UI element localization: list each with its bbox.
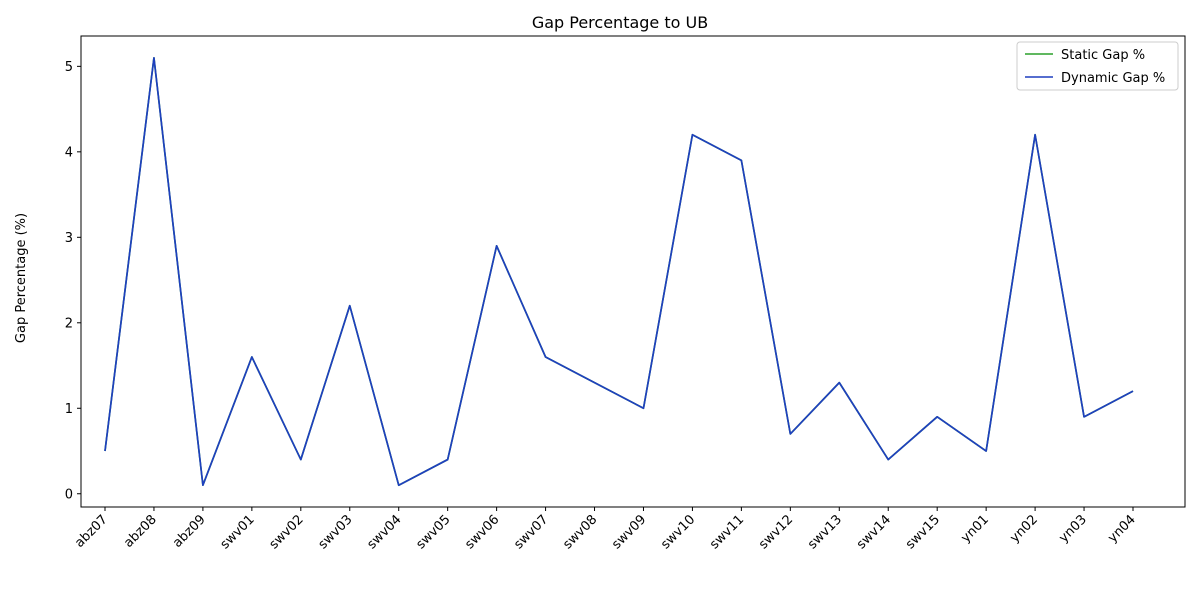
y-tick-label: 5: [65, 60, 73, 75]
y-axis-label: Gap Percentage (%): [14, 213, 29, 343]
legend-label-static: Static Gap %: [1061, 48, 1145, 63]
y-tick-label: 1: [65, 402, 73, 417]
series-line-dynamic: [104, 56, 1134, 487]
legend: Static Gap % Dynamic Gap %: [1016, 41, 1179, 91]
y-tick-label: 3: [65, 231, 73, 246]
y-tick-label: 4: [65, 145, 73, 160]
legend-label-dynamic: Dynamic Gap %: [1061, 71, 1165, 86]
y-axis: 0 1 2 3 4 5: [65, 60, 81, 502]
series-group: [104, 56, 1134, 487]
plot-frame: [80, 35, 1186, 508]
y-tick-label: 0: [65, 487, 73, 502]
chart-title: Gap Percentage to UB: [532, 13, 708, 32]
legend-box: [1016, 41, 1179, 91]
y-tick-label: 2: [65, 316, 73, 331]
